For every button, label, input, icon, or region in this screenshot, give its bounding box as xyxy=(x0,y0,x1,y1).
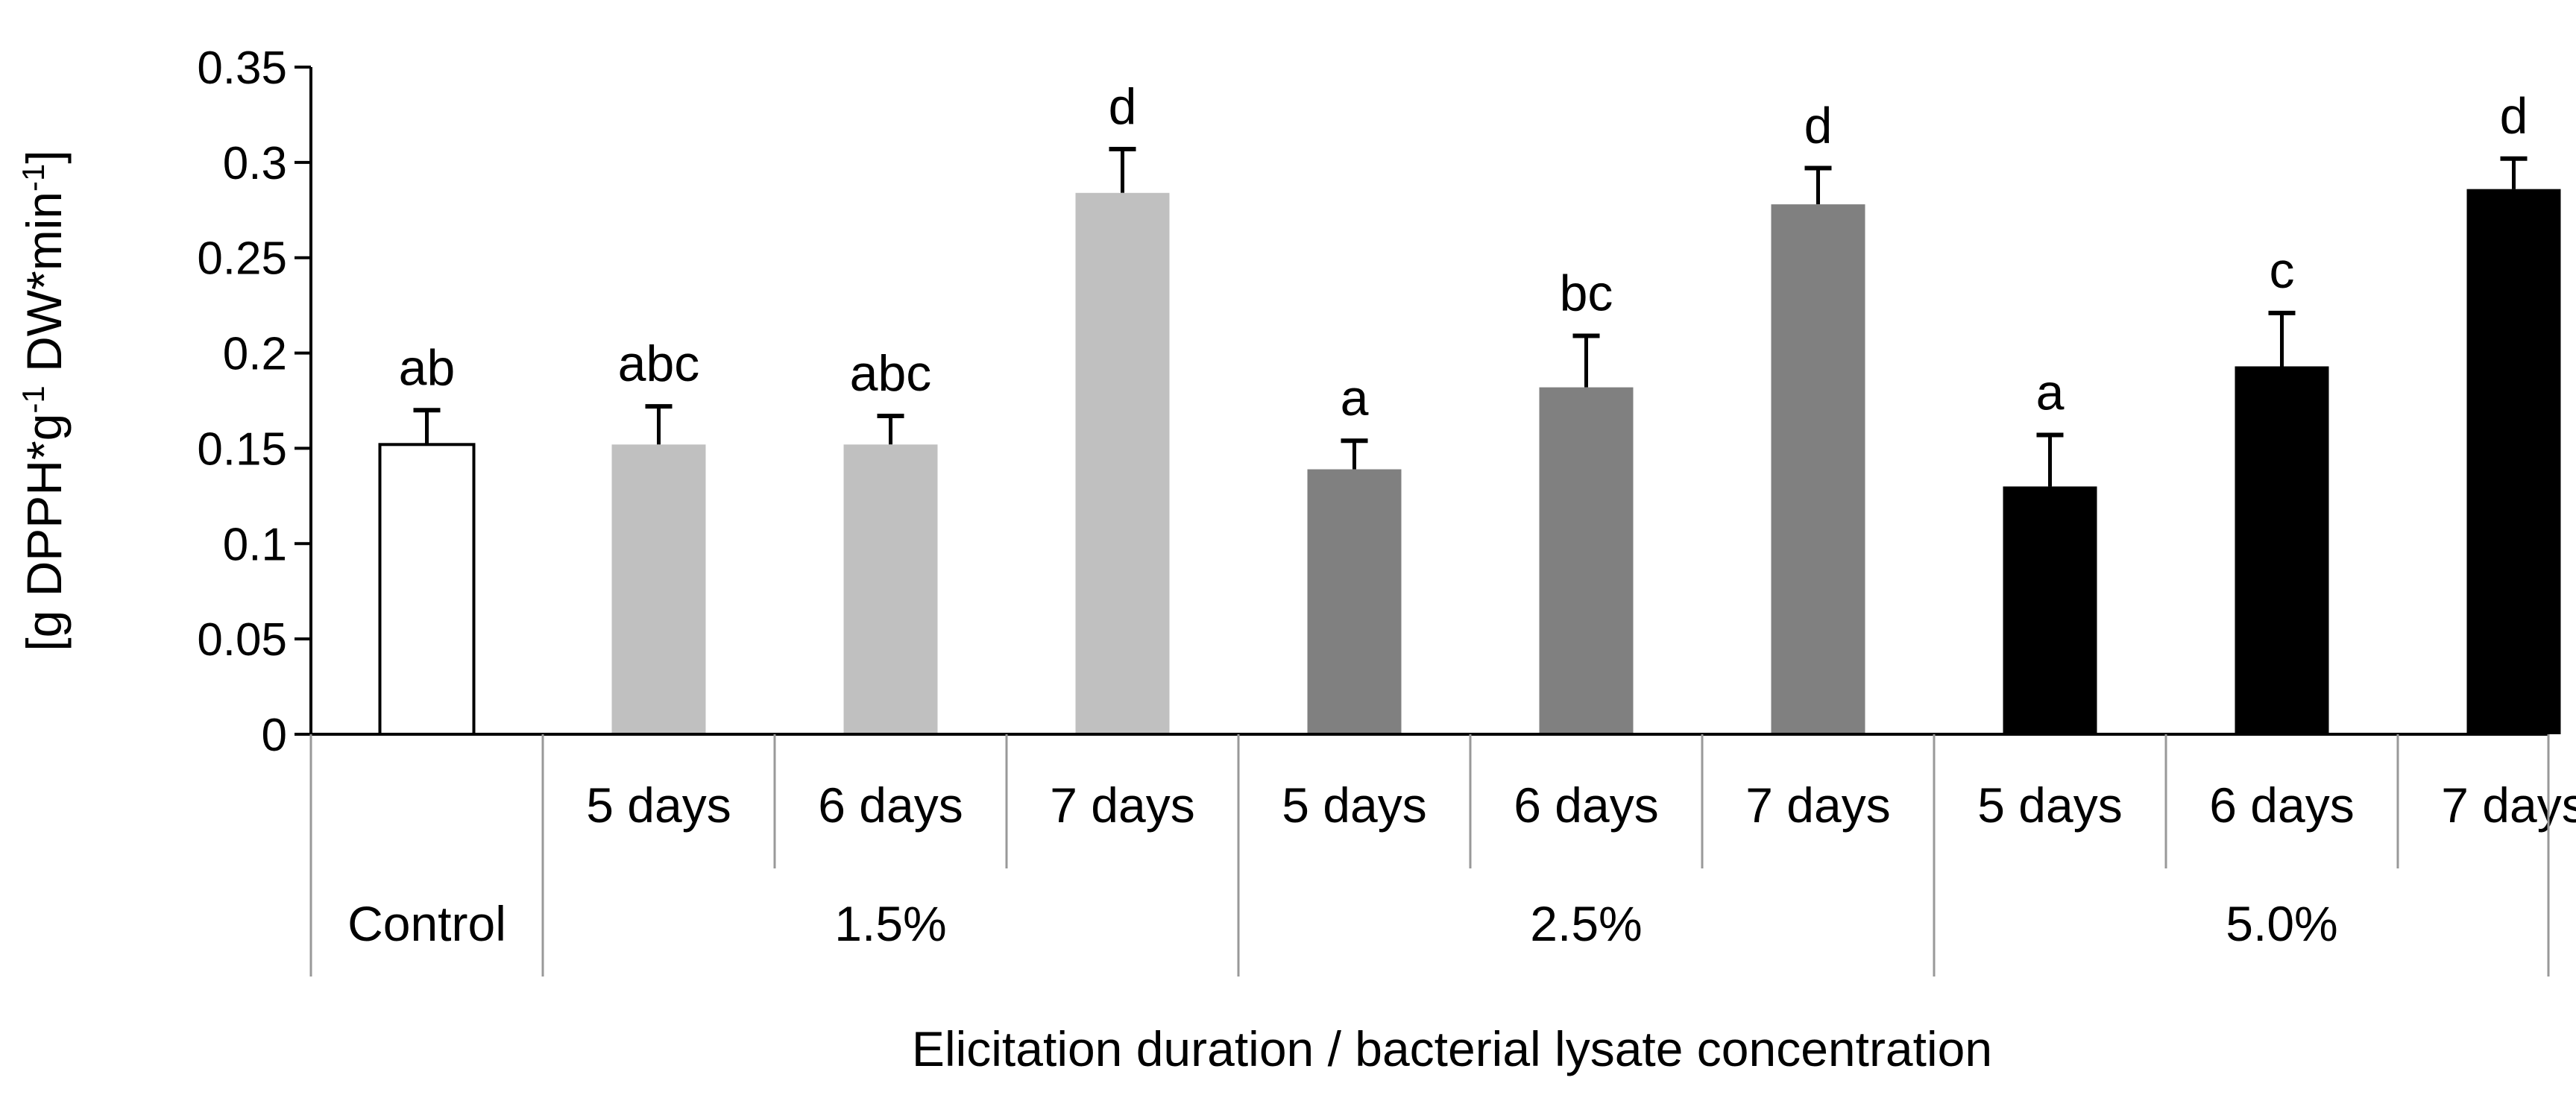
bar xyxy=(843,444,938,734)
category-label: 6 days xyxy=(1514,777,1658,833)
significance-label: d xyxy=(1109,78,1137,135)
y-tick-label: 0.35 xyxy=(197,42,287,94)
significance-label: abc xyxy=(850,345,932,402)
group-label: Control xyxy=(347,896,506,951)
significance-label: a xyxy=(1341,370,1369,426)
category-label: 5 days xyxy=(1977,777,2122,833)
y-tick-label: 0.1 xyxy=(223,519,287,570)
y-tick-label: 0 xyxy=(262,710,287,761)
x-axis-title: Elicitation duration / bacterial lysate … xyxy=(912,1021,1992,1076)
bar xyxy=(1539,387,1634,734)
y-axis-title-part: ] xyxy=(16,150,72,163)
bar xyxy=(1771,204,1865,735)
category-label: 7 days xyxy=(1745,777,1890,833)
bar xyxy=(1075,192,1170,734)
y-axis-title-part: [g DPPH*g xyxy=(16,414,72,652)
significance-label: c xyxy=(2270,242,2295,299)
y-tick-label: 0.3 xyxy=(223,138,287,189)
y-axis-title-part: DW*min xyxy=(16,192,72,385)
bar xyxy=(2466,189,2561,734)
significance-label: d xyxy=(2500,88,2528,145)
significance-label: ab xyxy=(399,339,456,396)
group-label: 2.5% xyxy=(1530,896,1642,951)
category-label: 7 days xyxy=(2441,777,2576,833)
y-axis-title-superscript: -1 xyxy=(16,164,51,192)
y-axis-title: [g DPPH*g-1 DW*min-1] xyxy=(16,150,72,652)
y-axis: 0 0.05 0.1 0.15 0.2 0.25 0.3 0.35 xyxy=(197,42,312,761)
bar xyxy=(378,443,476,736)
y-tick-label: 0.25 xyxy=(197,233,287,285)
x-axis: 5 days 6 days 7 days 5 days 6 days 7 days 5 da… xyxy=(309,733,2576,977)
category-label: 5 days xyxy=(1282,777,1426,833)
bar xyxy=(1307,469,1402,734)
significance-label: abc xyxy=(618,335,700,392)
category-label: 6 days xyxy=(818,777,963,833)
group-label: 1.5% xyxy=(834,896,946,951)
y-tick-label: 0.15 xyxy=(197,423,287,475)
category-label: 5 days xyxy=(586,777,731,833)
bar xyxy=(611,444,706,734)
category-label: 7 days xyxy=(1050,777,1194,833)
y-tick-label: 0.05 xyxy=(197,614,287,666)
significance-label: a xyxy=(2036,365,2065,421)
y-tick-label: 0.2 xyxy=(223,329,287,380)
bar xyxy=(2003,486,2097,734)
bar xyxy=(2235,366,2329,734)
significance-label: d xyxy=(1804,98,1833,154)
significance-label: bc xyxy=(1560,265,1613,322)
y-axis-title-superscript: -1 xyxy=(16,385,51,413)
group-label: 5.0% xyxy=(2226,896,2337,951)
category-label: 6 days xyxy=(2209,777,2354,833)
